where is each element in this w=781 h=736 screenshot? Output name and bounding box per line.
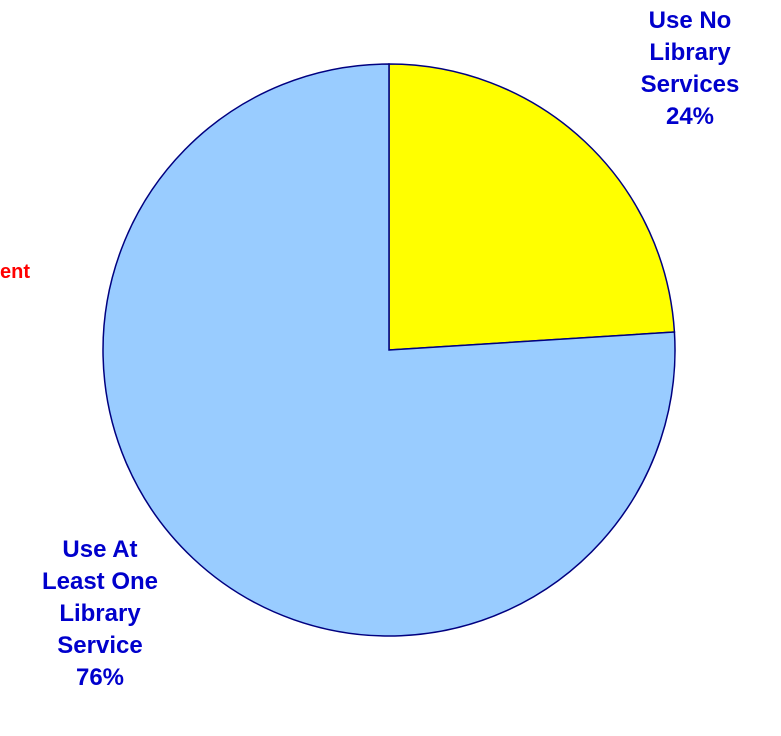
slice-value-label: 24% <box>666 103 714 130</box>
slice-label-2: Use At Least One Library Service 76% <box>42 536 158 691</box>
pie-slice-1 <box>388 63 676 351</box>
slice-label-line: Use At <box>62 536 137 563</box>
slice-label-1: Use No Library Services 24% <box>641 7 740 130</box>
slice-label-line: Library <box>649 39 731 66</box>
slice-label-line: Use No <box>649 7 732 34</box>
slice-value-label: 76% <box>76 664 124 691</box>
slice-label-line: Services <box>641 71 740 98</box>
slice-label-line: Service <box>57 632 142 659</box>
slice-label-line: Library <box>59 600 141 627</box>
partial-label: ent <box>0 261 30 283</box>
slices-layer <box>102 63 676 637</box>
slice-label-line: Least One <box>42 568 158 595</box>
pie-slice-2 <box>102 63 676 637</box>
labels-layer: ent Use No Library Services 24% Use At Least … <box>0 7 739 691</box>
